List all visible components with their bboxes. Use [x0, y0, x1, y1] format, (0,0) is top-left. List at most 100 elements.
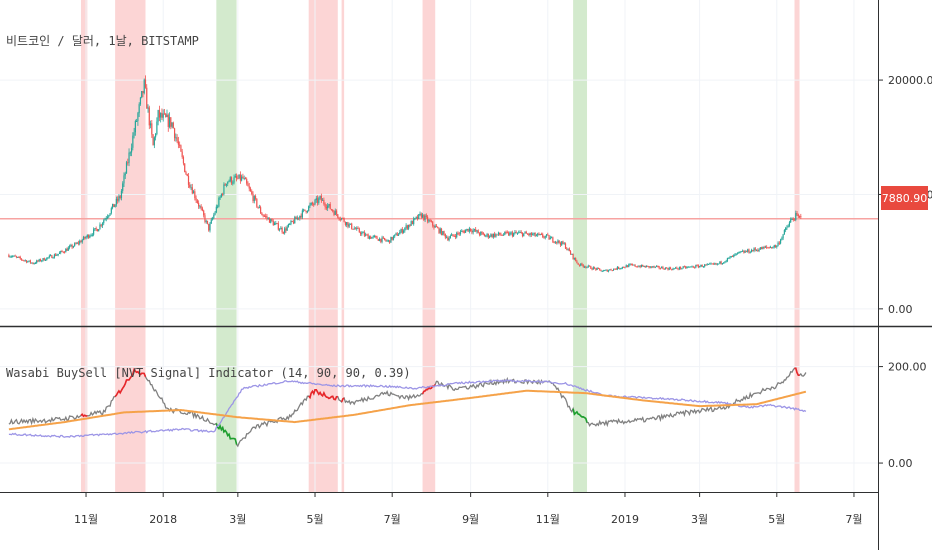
candle-body: [526, 233, 529, 235]
candle-body: [620, 268, 622, 270]
candle-body: [544, 236, 546, 238]
candle-body: [656, 266, 658, 268]
candle-body: [511, 232, 513, 237]
candle-body: [299, 215, 301, 219]
candle-body: [324, 203, 326, 208]
candle-body: [558, 240, 560, 243]
candle-body: [146, 87, 148, 109]
candle-body: [475, 229, 477, 232]
candle-body: [640, 264, 643, 268]
candle-body: [8, 255, 10, 257]
candle-body: [796, 213, 798, 215]
candle-body: [290, 220, 292, 224]
candle-body: [133, 132, 135, 136]
candle-body: [638, 266, 640, 268]
candle-body: [381, 237, 383, 242]
candle-body: [242, 176, 244, 179]
candle-body: [416, 216, 419, 219]
candle-body: [797, 214, 799, 217]
candle-body: [90, 234, 92, 236]
candle-body: [31, 262, 33, 264]
time-tick-label: 2018: [149, 513, 177, 526]
candle-body: [180, 145, 182, 152]
candle-body: [53, 254, 56, 258]
candle-body: [61, 250, 63, 252]
candle-body: [438, 227, 440, 233]
candle-body: [380, 238, 382, 242]
candle-body: [719, 261, 721, 264]
candle-body: [47, 257, 49, 259]
candle-body: [561, 241, 563, 246]
candle-body: [314, 200, 316, 205]
candle-body: [437, 227, 439, 229]
candle-body: [217, 206, 219, 208]
candle-body: [723, 262, 725, 264]
candle-body: [642, 264, 644, 267]
candle-body: [325, 207, 328, 209]
nvt-moving-average-line: [8, 389, 807, 431]
candle-body: [153, 137, 155, 146]
candle-body: [599, 268, 601, 270]
candle-body: [434, 225, 436, 228]
candle-body: [363, 232, 365, 236]
candle-body: [271, 218, 273, 221]
candle-body: [432, 221, 434, 226]
candle-body: [669, 267, 672, 270]
sell-signal-segment: [794, 367, 800, 376]
candle-body: [448, 238, 450, 241]
candle-body: [280, 227, 282, 230]
candle-body: [237, 178, 239, 180]
candle-body: [28, 260, 30, 262]
candle-body: [454, 235, 457, 238]
candle-body: [480, 232, 482, 235]
candle-body: [305, 210, 307, 213]
candle-body: [77, 242, 80, 244]
candle-body: [32, 262, 34, 264]
candle-body: [730, 255, 732, 257]
candle-body: [251, 191, 253, 194]
candle-body: [165, 113, 167, 117]
candle-body: [768, 247, 770, 249]
candle-body: [557, 240, 559, 243]
time-axis[interactable]: 11월 2018 3월 5월 7월 9월 11월 2019 3월 5월 7월: [74, 492, 863, 526]
candle-body: [122, 183, 124, 191]
sell-zone: [794, 0, 800, 492]
candle-body: [253, 196, 255, 202]
candle-body: [337, 214, 339, 218]
candle-body: [58, 252, 61, 254]
candle-body: [586, 266, 588, 268]
candle-body: [459, 231, 462, 235]
candle-body: [143, 79, 145, 94]
candle-body: [566, 248, 568, 250]
candle-body: [453, 235, 455, 237]
candle-body: [137, 113, 139, 121]
candle-body: [743, 250, 745, 253]
sell-zone: [80, 0, 88, 492]
candle-body: [377, 239, 379, 241]
candle-body: [458, 233, 460, 235]
candle-body: [700, 264, 702, 267]
candle-body: [462, 230, 464, 232]
oscillator-axis[interactable]: 0.00 200.00: [878, 361, 927, 470]
candle-body: [745, 251, 748, 253]
candle-body: [576, 260, 578, 264]
time-tick-label: 5월: [768, 513, 785, 526]
candle-body: [440, 228, 443, 235]
candle-body: [190, 187, 192, 189]
candle-body: [779, 239, 782, 244]
candle-body: [418, 214, 420, 219]
candle-body: [343, 218, 345, 222]
candle-body: [334, 210, 336, 215]
candle-body: [211, 218, 214, 220]
price-tick-label: 0.00: [888, 303, 913, 316]
candle-body: [468, 228, 470, 232]
candle-body: [578, 264, 581, 266]
candle-body: [706, 264, 708, 266]
candle-body: [373, 236, 376, 238]
candle-body: [209, 223, 211, 231]
candle-body: [671, 269, 673, 271]
candle-body: [399, 231, 401, 235]
candle-body: [539, 234, 541, 236]
candle-body: [735, 253, 737, 255]
